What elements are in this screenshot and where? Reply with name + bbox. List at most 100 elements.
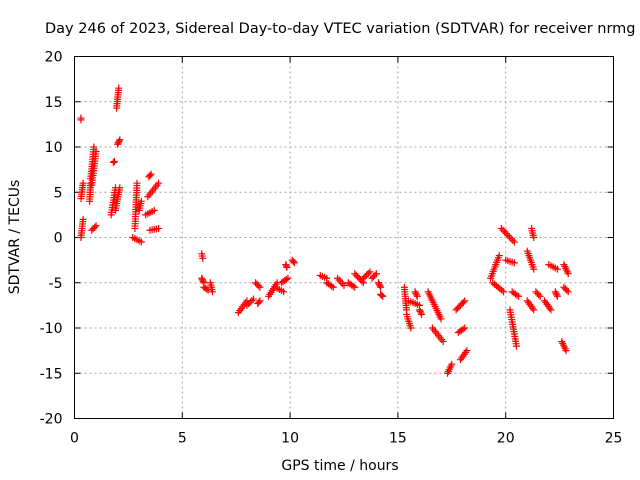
data-point (377, 283, 385, 291)
data-point (413, 292, 421, 300)
data-point (510, 259, 518, 267)
data-point (507, 235, 515, 243)
chart-title: Day 246 of 2023, Sidereal Day-to-day VTE… (45, 21, 636, 37)
data-point (376, 282, 384, 290)
data-point (91, 223, 99, 231)
data-point (199, 254, 207, 262)
data-point (371, 271, 379, 279)
data-point (379, 292, 387, 300)
data-point (147, 170, 155, 178)
data-point (351, 283, 359, 291)
y-tick-label: 0 (54, 231, 63, 247)
data-point (551, 288, 559, 296)
data-point (563, 286, 571, 294)
data-point (500, 288, 508, 296)
y-tick-label: 15 (45, 95, 63, 111)
data-point (513, 291, 521, 299)
y-tick-label: -20 (40, 412, 63, 428)
y-tick-label: -5 (49, 276, 63, 292)
x-tick-label: 25 (605, 431, 623, 447)
data-point (366, 268, 374, 276)
data-point (146, 172, 154, 180)
data-point (92, 222, 100, 230)
data-point (114, 140, 122, 148)
x-axis-label: GPS time / hours (281, 458, 398, 474)
data-point (289, 257, 297, 265)
data-point (290, 259, 298, 267)
data-point (361, 273, 369, 281)
data-point (248, 297, 256, 305)
data-point (411, 288, 419, 296)
axis-ticks: 0 5 10 15 20 25 -20 -15 -10 -5 0 5 10 15 20 (40, 50, 623, 447)
data-point (243, 301, 251, 309)
data-point (530, 234, 538, 241)
data-point (208, 288, 216, 296)
data-point (109, 158, 117, 166)
data-point (553, 265, 561, 273)
data-point (501, 228, 509, 236)
data-point (328, 282, 336, 290)
data-point (416, 307, 424, 315)
data-point (282, 275, 290, 283)
data-point (417, 309, 425, 317)
data-point (536, 292, 544, 300)
data-point (552, 289, 560, 297)
data-point (459, 298, 467, 306)
data-point (334, 274, 342, 282)
data-point (137, 197, 145, 205)
data-point (359, 274, 367, 282)
data-point (378, 291, 386, 299)
data-point (505, 233, 513, 241)
data-point (375, 280, 383, 288)
data-point (150, 206, 158, 214)
data-point (256, 283, 264, 291)
data-point (461, 324, 469, 332)
data-point (509, 236, 517, 244)
data-point (415, 306, 423, 314)
data-point (553, 292, 561, 300)
data-point (459, 325, 467, 333)
data-point (155, 224, 163, 232)
y-axis-label: SDTVAR / TECUs (7, 180, 23, 295)
data-point (280, 288, 288, 296)
y-tick-label: -10 (40, 321, 63, 337)
data-point (437, 315, 445, 323)
data-point (439, 338, 447, 346)
data-point (246, 298, 254, 306)
y-tick-label: 20 (45, 50, 63, 66)
data-point (254, 282, 262, 290)
data-point (413, 291, 421, 299)
data-point (338, 280, 346, 288)
x-tick-label: 10 (281, 431, 299, 447)
data-point (512, 342, 520, 350)
data-point (497, 224, 505, 232)
data-point (448, 360, 456, 368)
data-point (337, 278, 345, 286)
data-point (495, 252, 503, 260)
data-point (463, 347, 471, 355)
data-point (340, 281, 348, 289)
y-tick-label: 10 (45, 140, 63, 156)
data-point (116, 136, 124, 144)
data-point (515, 292, 523, 300)
data-point (110, 157, 118, 165)
data-point (499, 226, 507, 234)
data-point (249, 295, 257, 303)
data-point (114, 139, 122, 147)
data-point (553, 291, 561, 299)
data-point (363, 271, 371, 279)
y-tick-label: -15 (40, 366, 63, 382)
y-tick-label: 5 (54, 185, 63, 201)
data-point (255, 298, 263, 306)
data-point (372, 270, 380, 278)
data-point (329, 283, 337, 291)
data-points (77, 84, 572, 377)
data-point (92, 148, 100, 156)
plot-frame (74, 56, 614, 419)
data-point (364, 269, 372, 277)
data-point (79, 179, 87, 187)
data-point (358, 277, 366, 285)
data-point (77, 114, 85, 122)
x-tick-label: 5 (178, 431, 187, 447)
data-point (256, 297, 264, 305)
